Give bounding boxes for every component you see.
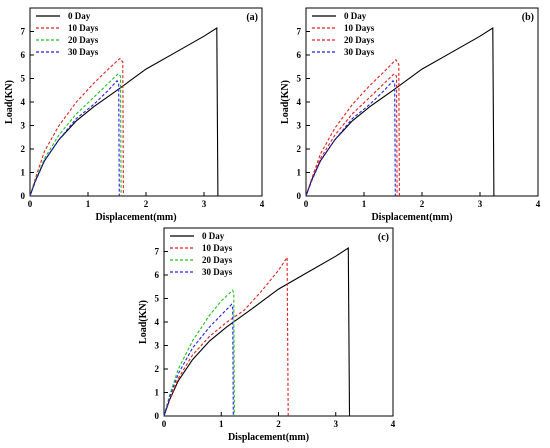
y-tick-label: 3 xyxy=(155,341,160,351)
y-axis-label: Load(KN) xyxy=(280,80,291,124)
x-tick-label: 3 xyxy=(478,199,483,209)
x-tick-label: 1 xyxy=(362,199,367,209)
y-tick-label: 6 xyxy=(297,50,302,60)
legend-entry: 0 Day xyxy=(202,231,225,241)
series-line-1 xyxy=(29,26,219,197)
x-tick-label: 3 xyxy=(202,199,207,209)
y-tick-label: 2 xyxy=(21,144,26,154)
series-line-3 xyxy=(29,73,122,197)
x-tick-label: 2 xyxy=(144,199,149,209)
y-tick-label: 4 xyxy=(155,317,160,327)
y-axis-label: Load(KN) xyxy=(138,300,149,344)
legend-entry: 0 Day xyxy=(344,11,367,21)
legend-entry: 10 Days xyxy=(202,243,233,253)
x-tick-label: 1 xyxy=(86,199,91,209)
plot-frame xyxy=(305,7,539,197)
chart-panel-3: 0 1 2 3 4 0 1 2 3 4 5 6 7 Displacement(mm) Load(KN) (c)… xyxy=(138,227,396,443)
y-tick-label: 1 xyxy=(21,168,26,178)
series-line-1 xyxy=(305,26,495,197)
x-tick-label: 4 xyxy=(536,199,541,209)
panel-label: (c) xyxy=(378,232,389,243)
y-tick-label: 6 xyxy=(21,50,26,60)
legend-entry: 10 Days xyxy=(68,23,99,33)
series-line-4 xyxy=(305,79,396,197)
y-tick-label: 2 xyxy=(297,144,302,154)
x-tick-label: 0 xyxy=(162,419,167,429)
chart-panel-2: 0 1 2 3 4 0 1 2 3 4 5 6 7 Displacement(mm) Load(KN) (b)… xyxy=(280,7,541,223)
legend-entry: 20 Days xyxy=(202,255,233,265)
y-tick-label: 3 xyxy=(297,121,302,131)
series-line-3 xyxy=(163,289,235,417)
y-tick-label: 6 xyxy=(155,270,160,280)
x-axis-label: Displacement(mm) xyxy=(228,432,309,443)
y-tick-label: 1 xyxy=(297,168,302,178)
x-tick-label: 2 xyxy=(420,199,425,209)
x-tick-label: 0 xyxy=(304,199,309,209)
panel-label: (a) xyxy=(246,12,258,23)
legend-entry: 30 Days xyxy=(202,267,233,277)
y-tick-label: 7 xyxy=(297,27,302,37)
chart-panel-1: 0 1 2 3 4 0 1 2 3 4 5 6 7 Displacement(mm) Load(KN) (a)… xyxy=(4,7,265,223)
y-tick-label: 5 xyxy=(21,74,26,84)
y-tick-label: 7 xyxy=(155,247,160,257)
series-line-3 xyxy=(305,73,398,197)
legend-entry: 20 Days xyxy=(344,35,375,45)
legend-entry: 10 Days xyxy=(344,23,375,33)
legend-entry: 20 Days xyxy=(68,35,99,45)
y-tick-label: 4 xyxy=(297,97,302,107)
y-tick-label: 5 xyxy=(155,294,160,304)
y-tick-label: 3 xyxy=(21,121,26,131)
series-line-2 xyxy=(163,255,289,417)
series-line-2 xyxy=(29,57,124,197)
x-axis-label: Displacement(mm) xyxy=(371,212,452,223)
y-tick-label: 0 xyxy=(21,191,26,201)
x-tick-label: 2 xyxy=(276,419,281,429)
series-line-2 xyxy=(305,58,400,197)
x-tick-label: 3 xyxy=(334,419,339,429)
x-tick-label: 0 xyxy=(28,199,33,209)
legend-entry: 0 Day xyxy=(68,11,91,21)
x-tick-label: 4 xyxy=(391,419,396,429)
x-tick-label: 4 xyxy=(260,199,265,209)
y-tick-label: 1 xyxy=(155,388,160,398)
y-tick-label: 4 xyxy=(21,97,26,107)
series-line-4 xyxy=(163,303,234,417)
panel-label: (b) xyxy=(522,12,534,23)
series-line-1 xyxy=(163,246,351,417)
x-axis-label: Displacement(mm) xyxy=(95,212,176,223)
y-tick-label: 0 xyxy=(155,411,160,421)
series-line-4 xyxy=(29,79,120,197)
y-tick-label: 0 xyxy=(297,191,302,201)
y-tick-label: 2 xyxy=(155,364,160,374)
y-tick-label: 5 xyxy=(297,74,302,84)
legend-entry: 30 Days xyxy=(68,47,99,57)
legend-entry: 30 Days xyxy=(344,47,375,57)
y-tick-label: 7 xyxy=(21,27,26,37)
y-axis-label: Load(KN) xyxy=(4,80,15,124)
x-tick-label: 1 xyxy=(219,419,224,429)
plot-frame xyxy=(163,227,394,417)
plot-frame xyxy=(29,7,263,197)
